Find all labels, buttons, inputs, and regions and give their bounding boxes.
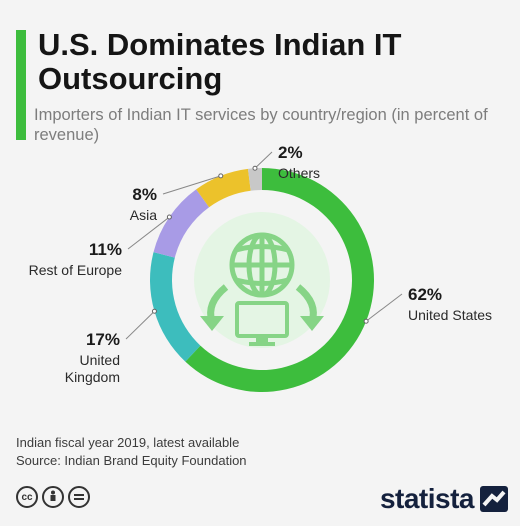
slice-value-label: 8% <box>132 185 157 204</box>
leader-line <box>162 175 221 195</box>
statista-mark-icon <box>480 486 508 512</box>
leader-dot <box>166 214 172 220</box>
slice-rest-of-europe <box>153 189 210 258</box>
slice-name-label: United States <box>408 307 492 323</box>
slice-name-label: Others <box>278 165 320 181</box>
leader-line <box>365 293 403 322</box>
footnote: Indian fiscal year 2019, latest availabl… <box>16 435 240 450</box>
slice-name-label: Kingdom <box>65 369 120 385</box>
slice-value-label: 11% <box>89 240 122 259</box>
slice-name-label: United <box>80 352 120 368</box>
license-icons: cc <box>16 486 90 508</box>
brand-name: statista <box>379 483 475 514</box>
cc-icon: cc <box>16 486 38 508</box>
chart-subtitle: Importers of Indian IT services by count… <box>34 106 488 144</box>
slice-value-label: 2% <box>278 143 303 162</box>
slice-name-label: Asia <box>130 207 157 223</box>
slice-name-label: Rest of Europe <box>29 262 123 278</box>
leader-lines <box>125 151 403 340</box>
slice-asia <box>196 168 251 208</box>
leader-dot <box>218 173 224 179</box>
slice-others <box>247 168 262 191</box>
leader-line <box>254 151 273 169</box>
nd-icon <box>68 486 90 508</box>
globe-laptop-icon <box>194 212 330 348</box>
leader-line <box>127 216 170 250</box>
accent-bar <box>16 30 26 140</box>
source-note: Source: Indian Brand Equity Foundation <box>16 453 247 468</box>
slice-united-kingdom <box>150 252 201 362</box>
donut-slices <box>150 168 374 392</box>
leader-line <box>125 310 155 340</box>
slice-value-label: 17% <box>86 330 120 349</box>
leader-dot <box>151 308 157 314</box>
slice-value-label: 62% <box>408 285 442 304</box>
slice-united-states <box>185 168 374 392</box>
leader-dot <box>252 165 258 171</box>
leader-dot <box>363 318 369 324</box>
chart-title: U.S. Dominates Indian IT Outsourcing <box>38 27 402 96</box>
statista-logo: statista <box>380 483 508 515</box>
by-icon <box>42 486 64 508</box>
